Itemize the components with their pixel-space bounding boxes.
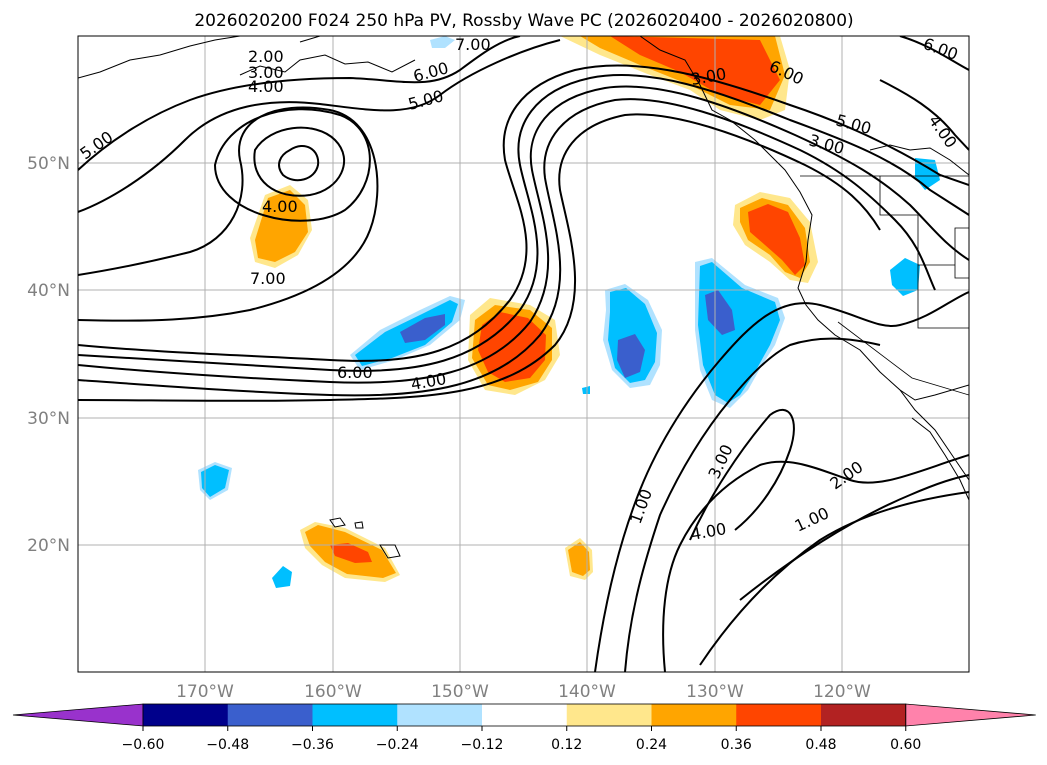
contour-label: 4.00 bbox=[262, 197, 298, 216]
colorbar-tick-label: −0.48 bbox=[206, 737, 249, 753]
lon-axis: 170°W 160°W 150°W 140°W 130°W 120°W bbox=[176, 682, 871, 702]
colorbar-frame bbox=[142, 703, 907, 727]
lat-axis: 50°N 40°N 30°N 20°N bbox=[27, 154, 70, 556]
colorbar-tick-label: 0.24 bbox=[636, 737, 667, 753]
contour-label: 7.00 bbox=[250, 269, 286, 288]
colorbar-segment bbox=[397, 704, 483, 726]
colorbar-extend-low bbox=[12, 703, 144, 727]
positive-anomalies bbox=[250, 36, 818, 582]
colorbar-segment bbox=[227, 704, 313, 726]
contour-label: 7.00 bbox=[455, 35, 491, 54]
colorbar-tick-label: −0.12 bbox=[461, 737, 504, 753]
colorbar-segment bbox=[566, 704, 652, 726]
colorbar-segment bbox=[821, 704, 907, 726]
map-panel: 2.00 3.00 4.00 5.00 7.00 6.00 5.00 6.00 … bbox=[77, 35, 970, 673]
colorbar-tick-label: 0.60 bbox=[890, 737, 921, 753]
lon-tick-label: 150°W bbox=[431, 682, 489, 702]
lon-tick-label: 130°W bbox=[686, 682, 744, 702]
colorbar-tick-label: 0.36 bbox=[721, 737, 752, 753]
pv-contours bbox=[78, 36, 969, 672]
map-frame bbox=[77, 35, 970, 673]
colorbar-tick-label: 0.12 bbox=[551, 737, 582, 753]
colorbar: −0.60 −0.48 −0.36 −0.24 −0.12 0.12 0.24 0.36 0.4… bbox=[12, 703, 1036, 753]
figure-title: 2026020200 F024 250 hPa PV, Rossby Wave … bbox=[194, 11, 853, 31]
lon-tick-label: 120°W bbox=[813, 682, 871, 702]
lat-tick-label: 40°N bbox=[27, 281, 70, 301]
lon-tick-label: 170°W bbox=[176, 682, 234, 702]
contour-label: 2.00 bbox=[248, 47, 284, 66]
colorbar-segment bbox=[482, 704, 568, 726]
negative-anomalies bbox=[198, 36, 940, 588]
colorbar-segment bbox=[143, 704, 229, 726]
contour-label: 3.00 bbox=[248, 63, 284, 82]
colorbar-segment bbox=[651, 704, 737, 726]
colorbar-segment bbox=[312, 704, 398, 726]
lat-tick-label: 30°N bbox=[27, 409, 70, 429]
colorbar-tick-label: 0.48 bbox=[805, 737, 836, 753]
colorbar-segment bbox=[736, 704, 822, 726]
colorbar-tick-label: −0.36 bbox=[291, 737, 334, 753]
colorbar-tick-label: −0.24 bbox=[376, 737, 419, 753]
colorbar-tick-label: −0.60 bbox=[122, 737, 165, 753]
lon-tick-label: 140°W bbox=[558, 682, 616, 702]
colorbar-extend-high bbox=[905, 703, 1036, 727]
lat-tick-label: 20°N bbox=[27, 536, 70, 556]
lon-tick-label: 160°W bbox=[304, 682, 362, 702]
contour-label: 6.00 bbox=[337, 363, 373, 382]
lat-tick-label: 50°N bbox=[27, 154, 70, 174]
contour-label: 4.00 bbox=[248, 77, 284, 96]
